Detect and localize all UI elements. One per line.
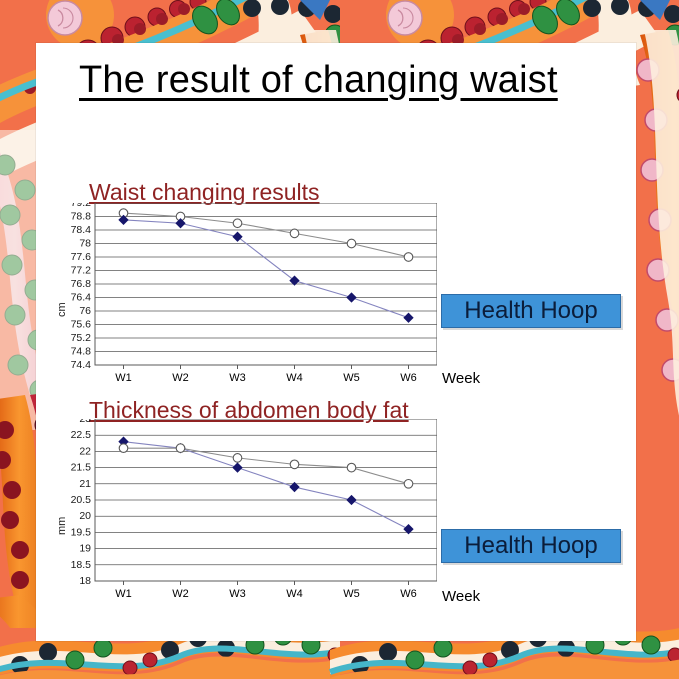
svg-text:21.5: 21.5 <box>71 462 92 474</box>
svg-text:21: 21 <box>79 478 91 490</box>
svg-text:77.2: 77.2 <box>71 265 92 277</box>
svg-text:22.5: 22.5 <box>71 429 92 441</box>
svg-text:79.2: 79.2 <box>71 203 92 209</box>
svg-text:W4: W4 <box>286 372 303 384</box>
svg-text:W1: W1 <box>115 372 132 384</box>
svg-text:W4: W4 <box>286 588 303 600</box>
svg-text:78.8: 78.8 <box>71 211 92 223</box>
svg-text:18.5: 18.5 <box>71 559 92 571</box>
svg-text:76.4: 76.4 <box>71 292 92 304</box>
svg-text:19: 19 <box>79 543 91 555</box>
svg-text:78.4: 78.4 <box>71 224 92 236</box>
svg-text:75.6: 75.6 <box>71 319 92 331</box>
svg-text:W2: W2 <box>172 588 189 600</box>
svg-text:23: 23 <box>79 419 91 425</box>
svg-text:W5: W5 <box>343 372 360 384</box>
svg-text:18: 18 <box>79 575 91 587</box>
svg-text:W6: W6 <box>400 588 417 600</box>
svg-text:74.4: 74.4 <box>71 359 92 371</box>
svg-text:20: 20 <box>79 510 91 522</box>
svg-text:78: 78 <box>79 238 91 250</box>
svg-text:76: 76 <box>79 305 91 317</box>
svg-text:W5: W5 <box>343 588 360 600</box>
svg-text:19.5: 19.5 <box>71 526 92 538</box>
svg-text:W3: W3 <box>229 372 246 384</box>
svg-text:W2: W2 <box>172 372 189 384</box>
svg-text:22: 22 <box>79 445 91 457</box>
svg-text:74.8: 74.8 <box>71 346 92 358</box>
svg-text:75.2: 75.2 <box>71 332 92 344</box>
svg-text:20.5: 20.5 <box>71 494 92 506</box>
svg-text:W6: W6 <box>400 372 417 384</box>
svg-text:76.8: 76.8 <box>71 278 92 290</box>
svg-text:77.6: 77.6 <box>71 251 92 263</box>
svg-text:W3: W3 <box>229 588 246 600</box>
svg-text:W1: W1 <box>115 588 132 600</box>
